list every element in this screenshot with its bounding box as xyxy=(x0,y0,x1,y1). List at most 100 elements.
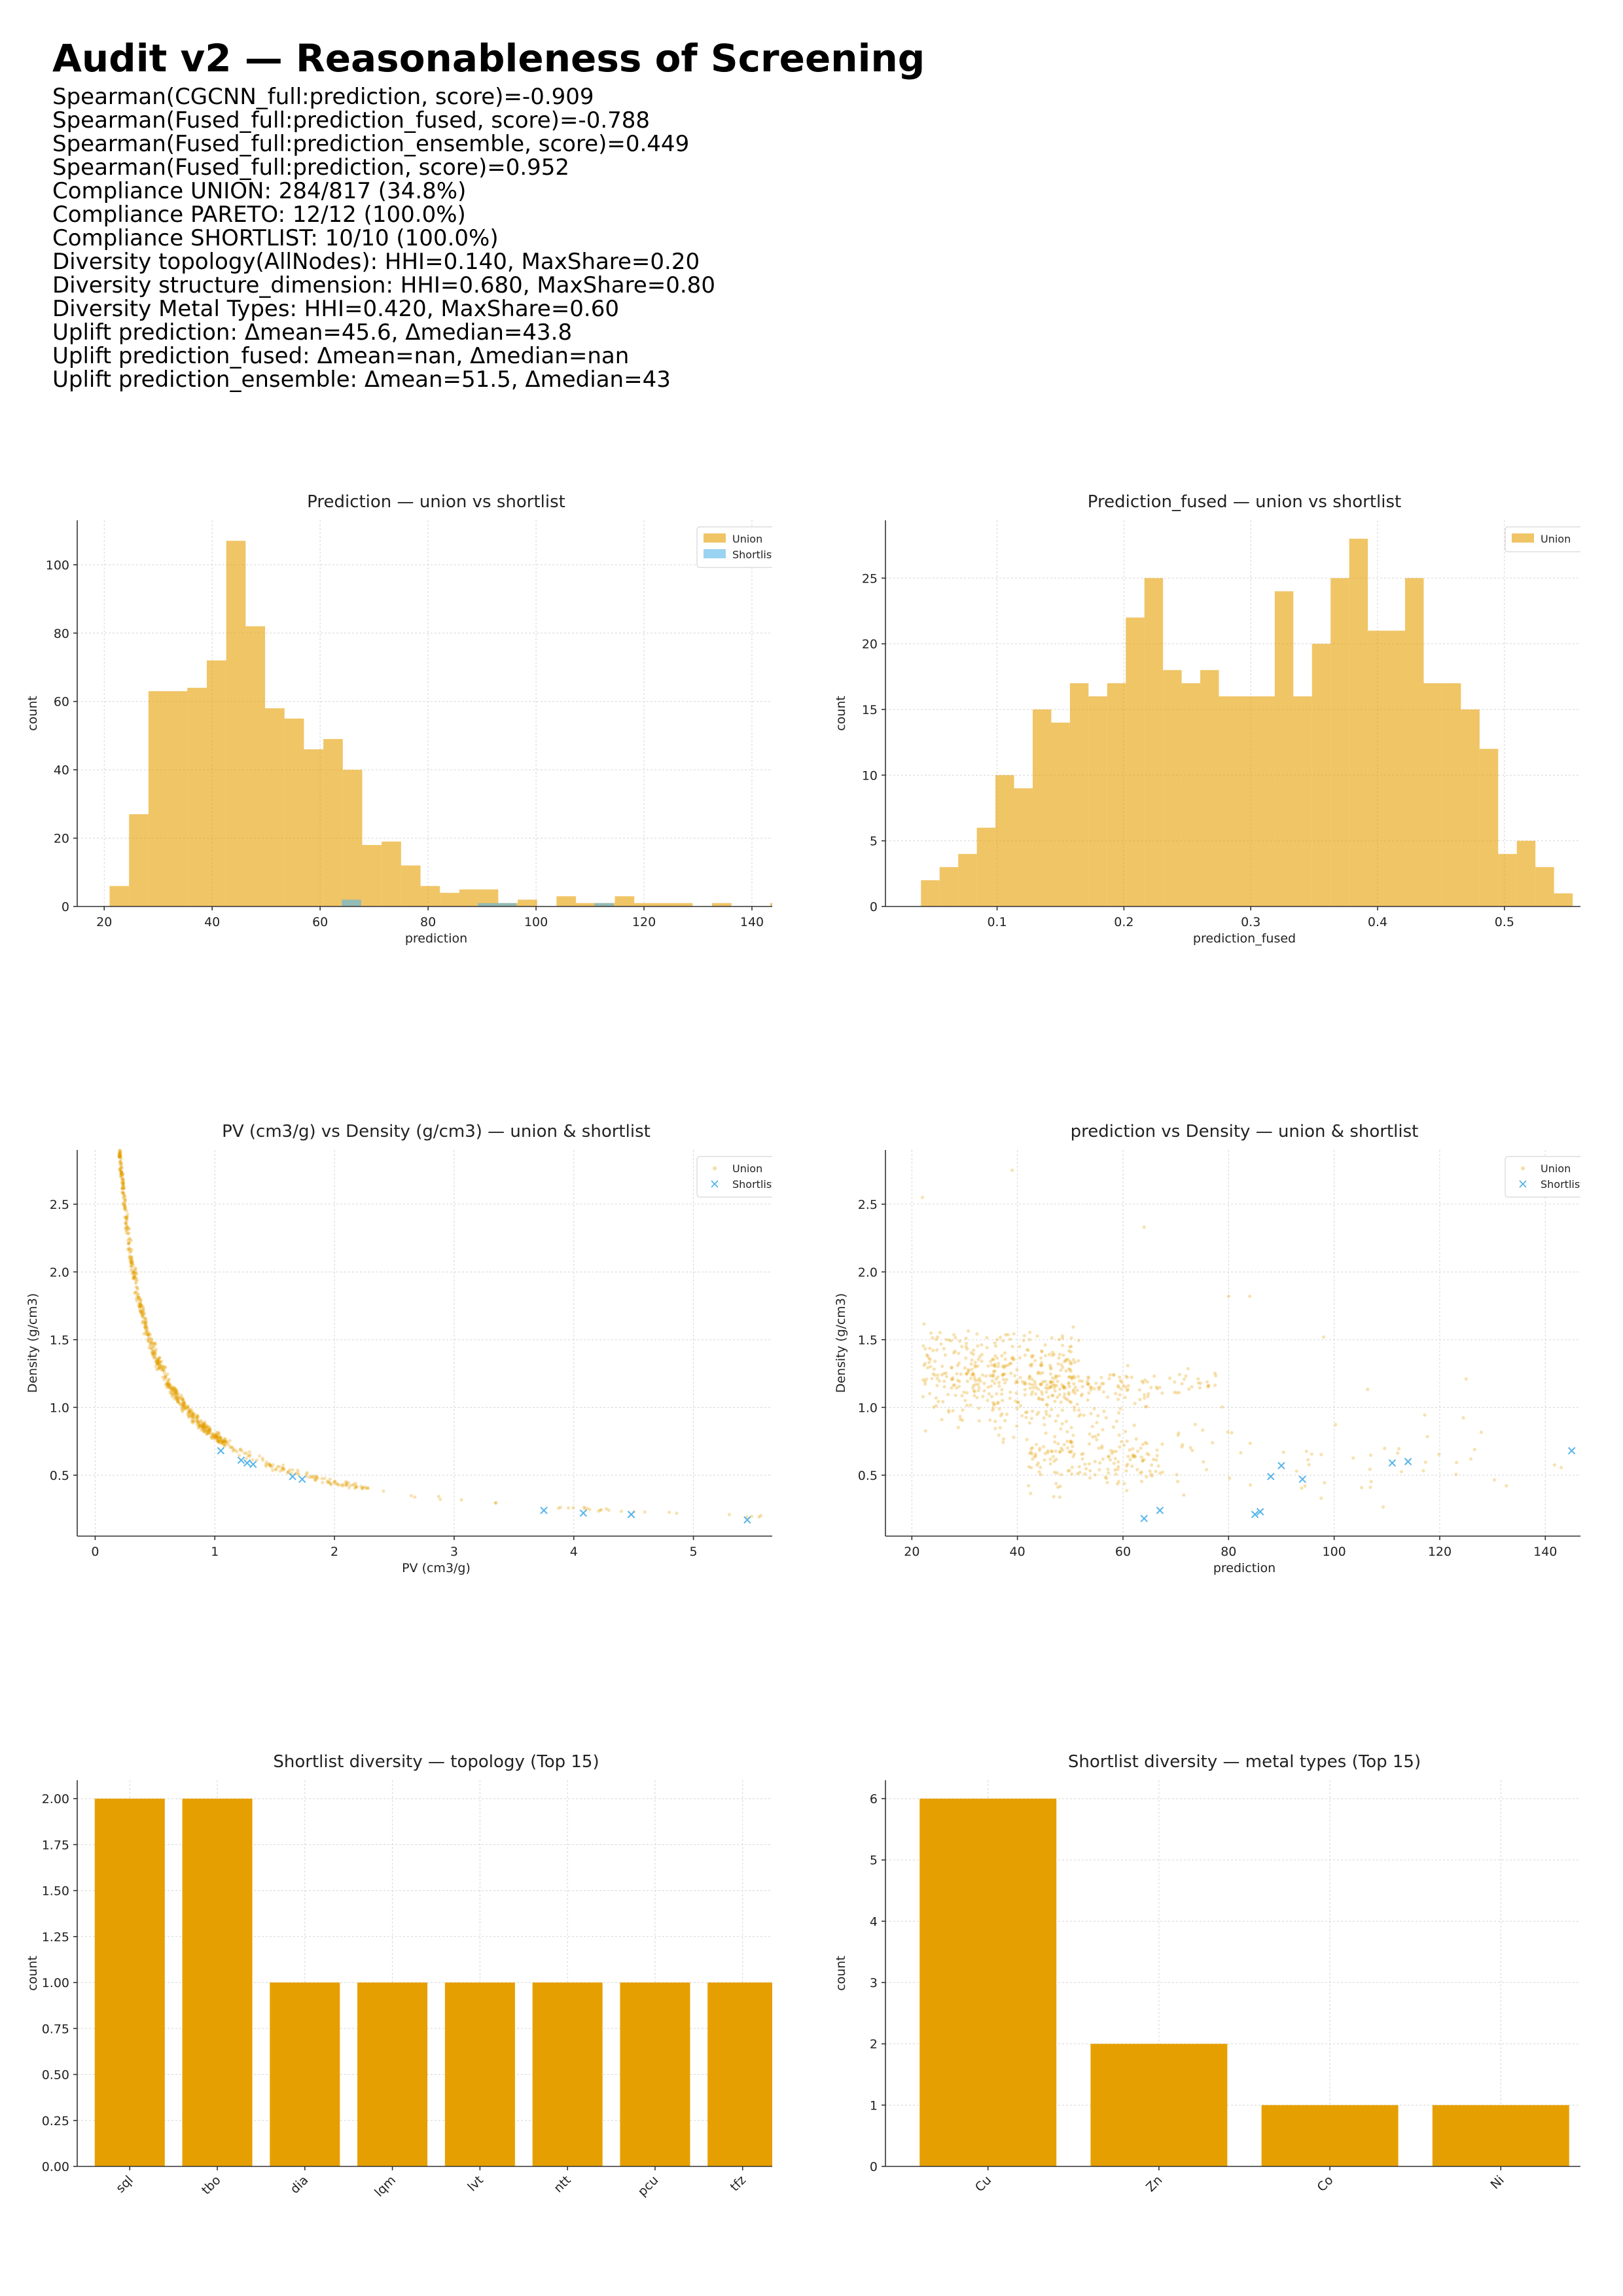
union-point xyxy=(1050,1393,1054,1397)
union-histogram-bar xyxy=(420,886,440,906)
union-point xyxy=(1086,1398,1090,1402)
summary-line: Uplift prediction_ensemble: Δmean=51.5, … xyxy=(52,367,671,393)
union-point xyxy=(951,1376,955,1380)
union-point xyxy=(1011,1357,1015,1361)
union-point xyxy=(1106,1467,1110,1471)
union-point xyxy=(1126,1454,1130,1458)
union-point xyxy=(1139,1446,1143,1450)
union-point xyxy=(179,1403,183,1407)
union-point xyxy=(935,1376,939,1380)
union-point xyxy=(972,1376,977,1380)
union-point xyxy=(127,1241,131,1245)
union-point xyxy=(213,1434,218,1438)
union-point xyxy=(157,1365,161,1370)
legend-label: Shortlist xyxy=(732,1178,772,1191)
union-point xyxy=(347,1486,351,1490)
union-point xyxy=(153,1352,157,1355)
union-point xyxy=(980,1343,984,1347)
union-point xyxy=(202,1429,206,1433)
union-point xyxy=(308,1475,312,1479)
union-point xyxy=(159,1367,163,1372)
shortlist-histogram-bar xyxy=(497,903,517,906)
union-point xyxy=(1029,1392,1033,1397)
union-point xyxy=(1139,1470,1144,1474)
union-point xyxy=(967,1329,971,1333)
union-point xyxy=(1049,1449,1053,1453)
union-point xyxy=(175,1389,179,1393)
union-point xyxy=(1060,1446,1063,1450)
union-histogram-bar xyxy=(1088,696,1107,906)
union-point xyxy=(1073,1360,1077,1365)
union-point xyxy=(211,1433,215,1438)
union-histogram-bar xyxy=(109,886,130,906)
union-point xyxy=(124,1216,128,1221)
union-point xyxy=(980,1359,984,1363)
union-point xyxy=(164,1382,168,1387)
union-point xyxy=(119,1171,123,1175)
union-point xyxy=(192,1412,197,1416)
union-histogram-bar xyxy=(245,626,266,906)
summary-line: Uplift prediction_fused: Δmean=nan, Δmed… xyxy=(52,343,630,369)
union-point xyxy=(1000,1392,1004,1396)
union-point xyxy=(991,1401,995,1405)
union-point xyxy=(182,1400,186,1404)
union-point xyxy=(1014,1399,1018,1403)
union-point xyxy=(154,1365,158,1369)
union-point xyxy=(147,1333,151,1336)
union-point xyxy=(1073,1391,1077,1395)
union-point xyxy=(304,1472,308,1476)
union-point xyxy=(151,1341,155,1345)
union-point xyxy=(1081,1452,1085,1456)
union-point xyxy=(1088,1476,1092,1480)
union-point xyxy=(1033,1455,1037,1459)
union-point xyxy=(125,1229,129,1232)
y-tick-label: 0.00 xyxy=(42,2160,69,2174)
y-tick-label: 0.5 xyxy=(858,1469,878,1483)
union-point xyxy=(991,1357,995,1361)
union-point xyxy=(1022,1382,1026,1386)
union-point xyxy=(119,1157,123,1161)
union-point xyxy=(1048,1457,1052,1462)
bar-Cu xyxy=(919,1799,1057,2166)
y-tick-label: 2.5 xyxy=(50,1198,69,1212)
union-point xyxy=(212,1437,216,1441)
union-point xyxy=(1027,1375,1032,1379)
union-point xyxy=(296,1468,300,1472)
union-point xyxy=(1031,1457,1035,1461)
union-point xyxy=(181,1403,185,1407)
union-point xyxy=(409,1494,414,1498)
union-point xyxy=(188,1410,192,1414)
union-point xyxy=(963,1399,967,1403)
union-point xyxy=(1029,1364,1033,1368)
union-point xyxy=(1154,1385,1158,1389)
union-point xyxy=(329,1482,333,1486)
union-point xyxy=(1220,1405,1224,1409)
union-point xyxy=(183,1403,187,1407)
union-point xyxy=(122,1203,126,1207)
union-point xyxy=(978,1355,982,1359)
union-point xyxy=(168,1386,171,1390)
union-point xyxy=(124,1228,128,1232)
union-point xyxy=(174,1396,178,1400)
union-point xyxy=(183,1407,187,1410)
union-point xyxy=(129,1263,133,1267)
shortlist-point xyxy=(243,1459,251,1467)
union-point xyxy=(1173,1390,1177,1394)
union-point xyxy=(118,1154,122,1158)
union-point xyxy=(1080,1379,1084,1383)
union-point xyxy=(1168,1376,1172,1380)
union-point xyxy=(1039,1382,1043,1387)
union-point xyxy=(1141,1459,1145,1463)
union-point xyxy=(223,1444,226,1448)
union-point xyxy=(1464,1377,1468,1381)
union-point xyxy=(1113,1468,1117,1472)
union-point xyxy=(341,1484,345,1488)
union-point xyxy=(1001,1364,1005,1369)
union-point xyxy=(1152,1374,1156,1378)
union-point xyxy=(213,1437,218,1441)
y-axis-label: count xyxy=(26,696,40,731)
union-point xyxy=(1048,1380,1052,1384)
union-point xyxy=(990,1374,994,1378)
union-point xyxy=(1492,1478,1497,1482)
union-point xyxy=(122,1187,126,1191)
